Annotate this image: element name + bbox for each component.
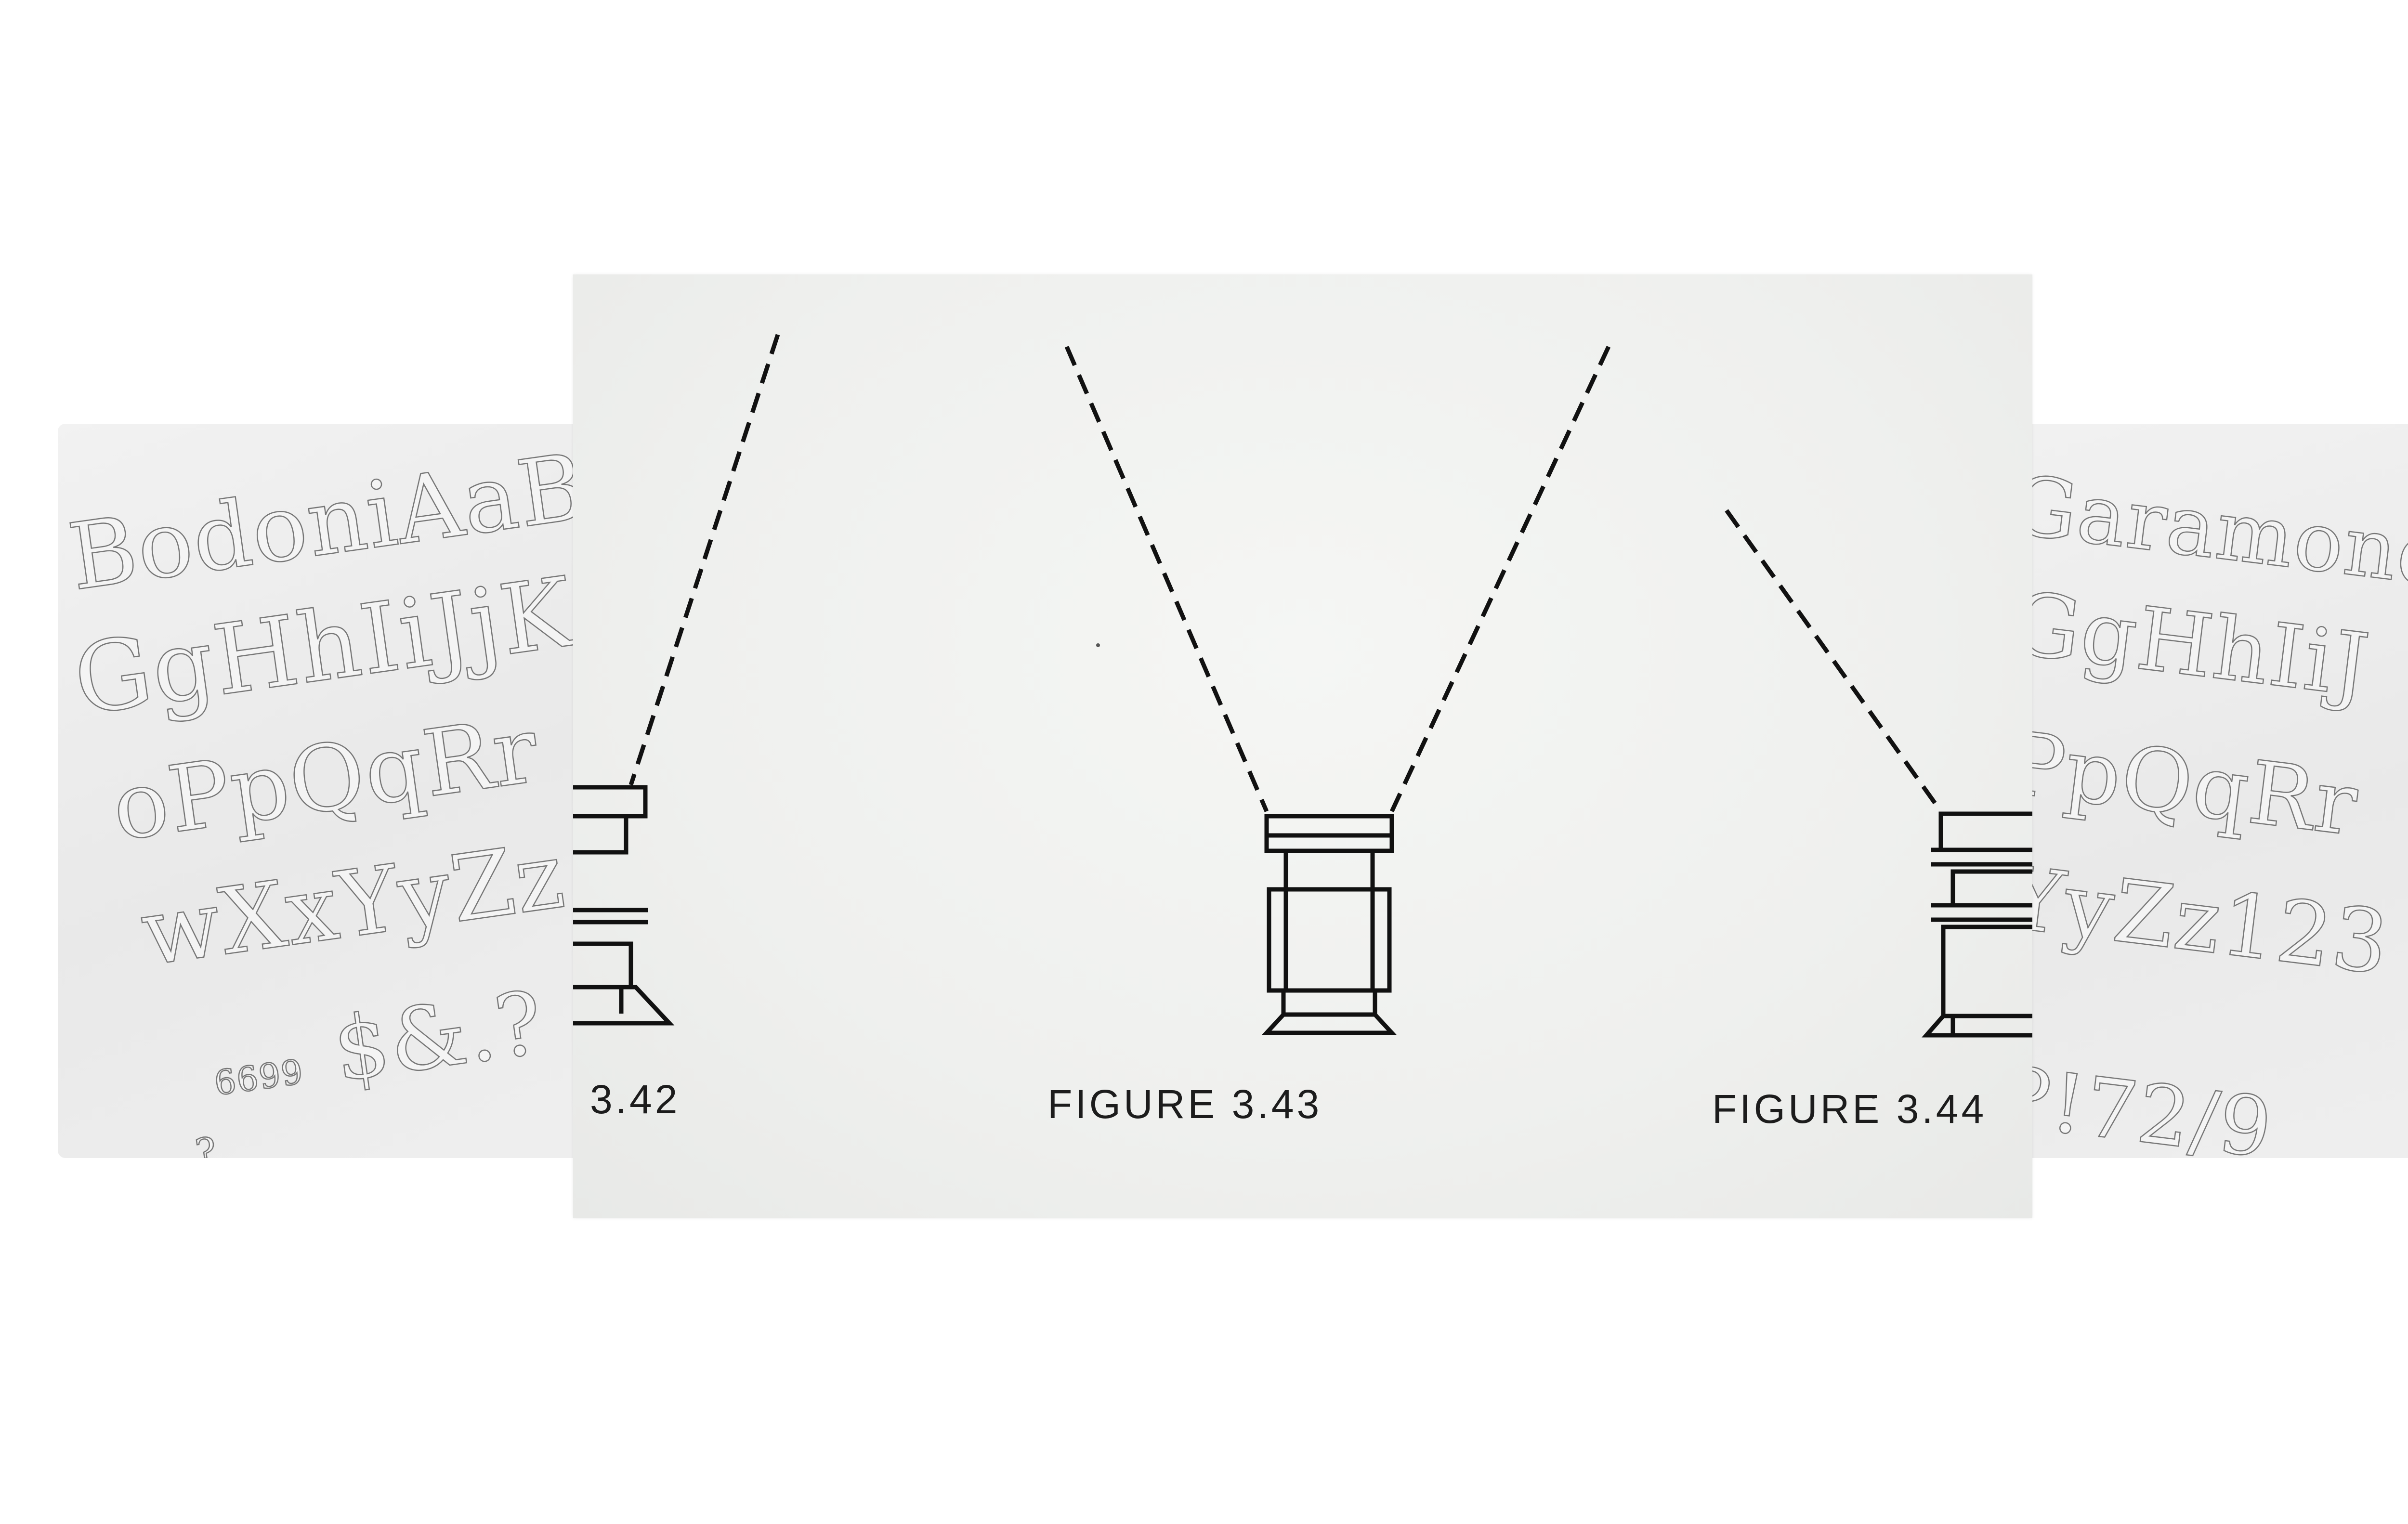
lens-cap-ring (573, 785, 648, 819)
lens-mount-base (1922, 1014, 2032, 1038)
sightline-dashed-left (1064, 346, 1269, 812)
lens-upper-barrel (573, 814, 628, 855)
lens-mount-base (573, 985, 675, 1026)
figure-3-42-caption: 3.42 (590, 1077, 681, 1122)
scan-speck (1872, 1096, 1875, 1099)
figure-3-43-drawing (1064, 346, 1611, 1035)
lens-top-ring (1938, 811, 2032, 852)
scan-speck (1096, 643, 1100, 647)
figure-sheet: 3.42 FIGURE 3.43 FIGURE 3.44 (573, 274, 2032, 1218)
lens-lower-barrel (1941, 925, 2032, 1018)
lens-lower-barrel (573, 941, 633, 990)
figure-3-44-drawing (1725, 509, 2032, 1038)
lens-neck (1283, 848, 1375, 892)
figure-3-42-drawing (573, 334, 780, 1026)
figure-3-44-caption: FIGURE 3.44 (1712, 1086, 1987, 1132)
figure-drawings (573, 334, 2032, 1099)
figure-3-43-caption: FIGURE 3.43 (1047, 1081, 1322, 1127)
sightline-dashed-right (1389, 346, 1611, 812)
sightline-dashed (628, 334, 780, 786)
lens-upper-barrel (1950, 869, 2032, 908)
bodoni-specimen-card: BodoniAaB GgHhIiJjK oPpQqRr wXxYyZz 6699… (58, 424, 592, 1158)
lens-mount-base (1261, 1013, 1397, 1035)
sightline-dashed (1725, 509, 1943, 813)
garamond-specimen-card: Garamond GgHhIiJ PpQqRr YyZz123 ?!72/9 (2023, 424, 2408, 1158)
lens-collar (1281, 988, 1377, 1017)
